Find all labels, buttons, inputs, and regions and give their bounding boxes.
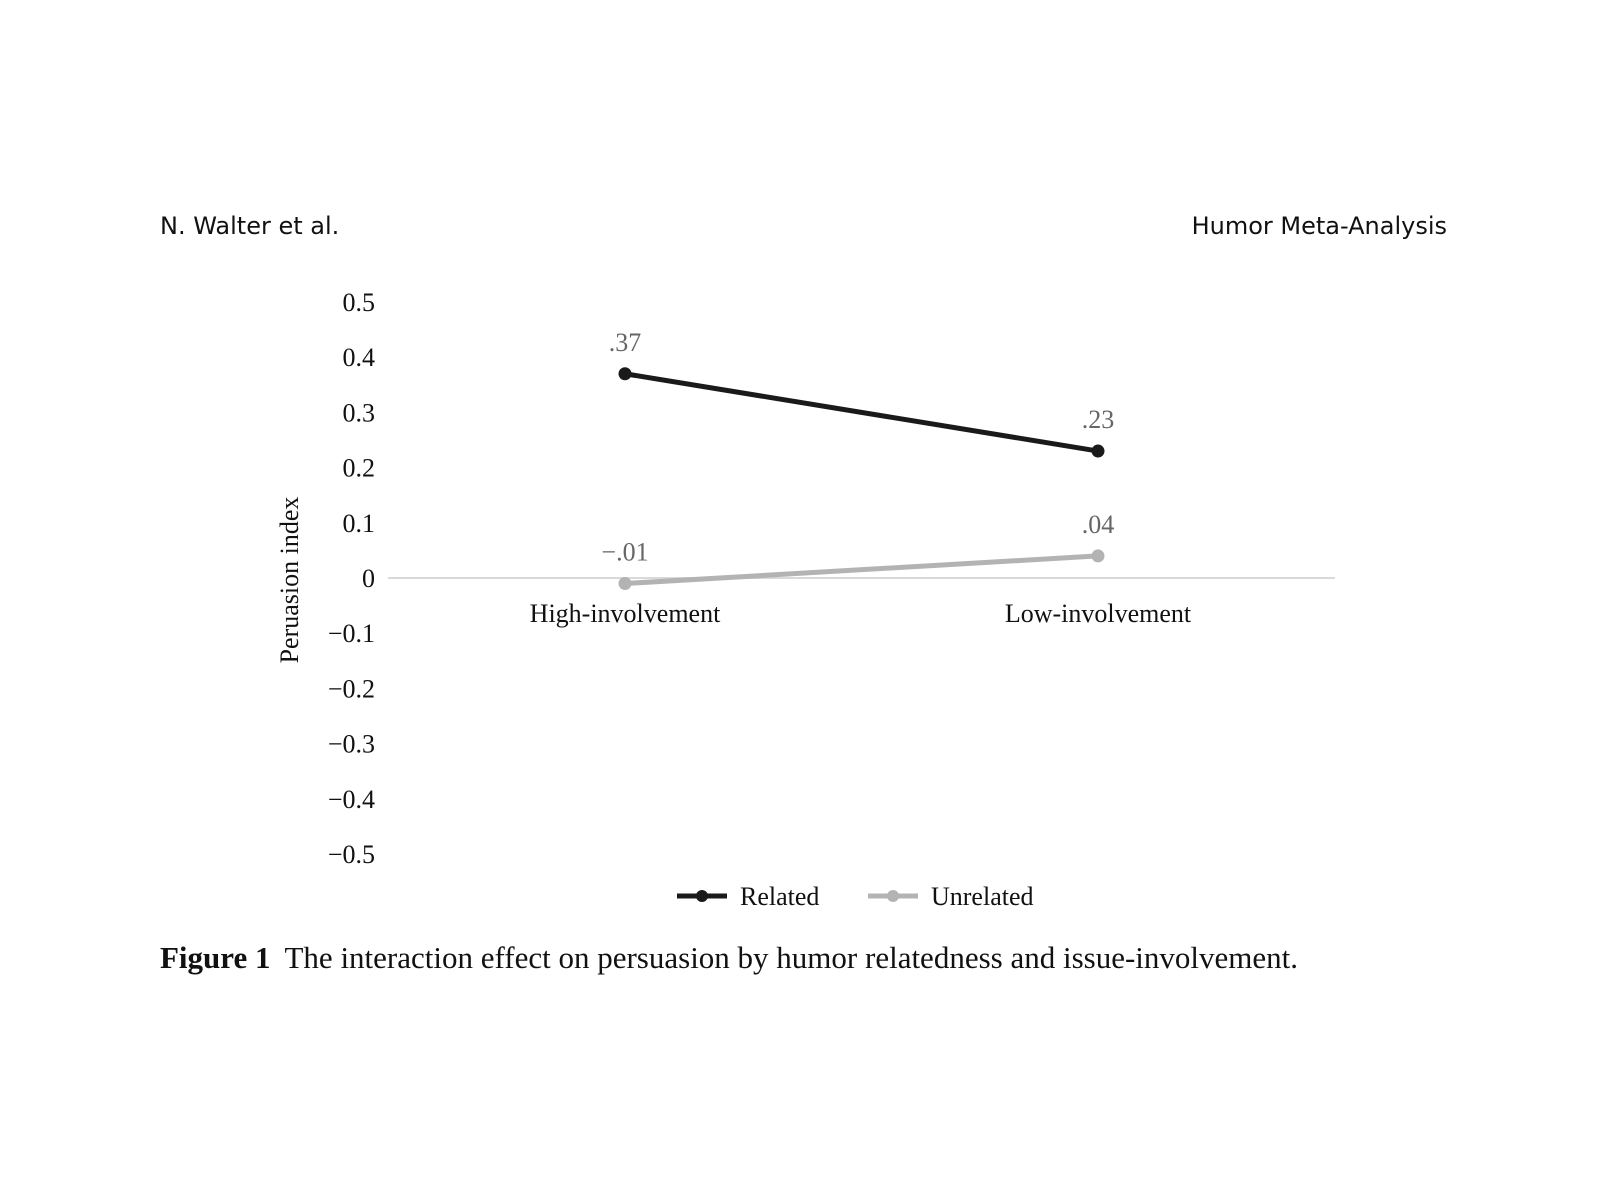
y-tick-label: −0.2 [328, 674, 375, 703]
y-tick-label: 0.1 [343, 509, 376, 538]
running-header-title: Humor Meta-Analysis [1191, 212, 1447, 240]
series-line-unrelated [624, 553, 1099, 587]
data-point [1091, 549, 1105, 563]
data-point [618, 367, 632, 381]
legend-label: Related [740, 882, 819, 911]
x-category-label: High-involvement [530, 599, 721, 628]
x-category-label: Low-involvement [1005, 599, 1192, 628]
data-label: .04 [1082, 510, 1115, 539]
y-tick-label: 0.5 [343, 288, 376, 317]
figure-caption-text: The interaction effect on persuasion by … [284, 940, 1299, 975]
data-point [618, 577, 632, 591]
legend-label: Unrelated [931, 882, 1034, 911]
series-line-related [624, 371, 1099, 454]
legend-swatch-marker [696, 890, 708, 902]
data-point [1091, 444, 1105, 458]
figure-caption: Figure 1 The interaction effect on persua… [160, 940, 1298, 976]
legend-swatch-marker [887, 890, 899, 902]
data-label: .23 [1082, 405, 1115, 434]
y-tick-label: −0.4 [328, 785, 375, 814]
running-header-authors: N. Walter et al. [160, 212, 340, 240]
y-tick-label: 0.2 [343, 454, 376, 483]
y-axis-label: Peruasion index [275, 497, 304, 664]
y-tick-label: −0.5 [328, 840, 375, 869]
y-tick-label: 0.4 [343, 343, 376, 372]
figure-label: Figure 1 [160, 940, 271, 975]
y-tick-label: −0.3 [328, 730, 375, 759]
data-label: .37 [609, 328, 642, 357]
y-tick-label: 0.3 [343, 398, 376, 427]
y-tick-label: 0 [362, 564, 375, 593]
data-label: −.01 [601, 538, 648, 567]
y-tick-label: −0.1 [328, 619, 375, 648]
